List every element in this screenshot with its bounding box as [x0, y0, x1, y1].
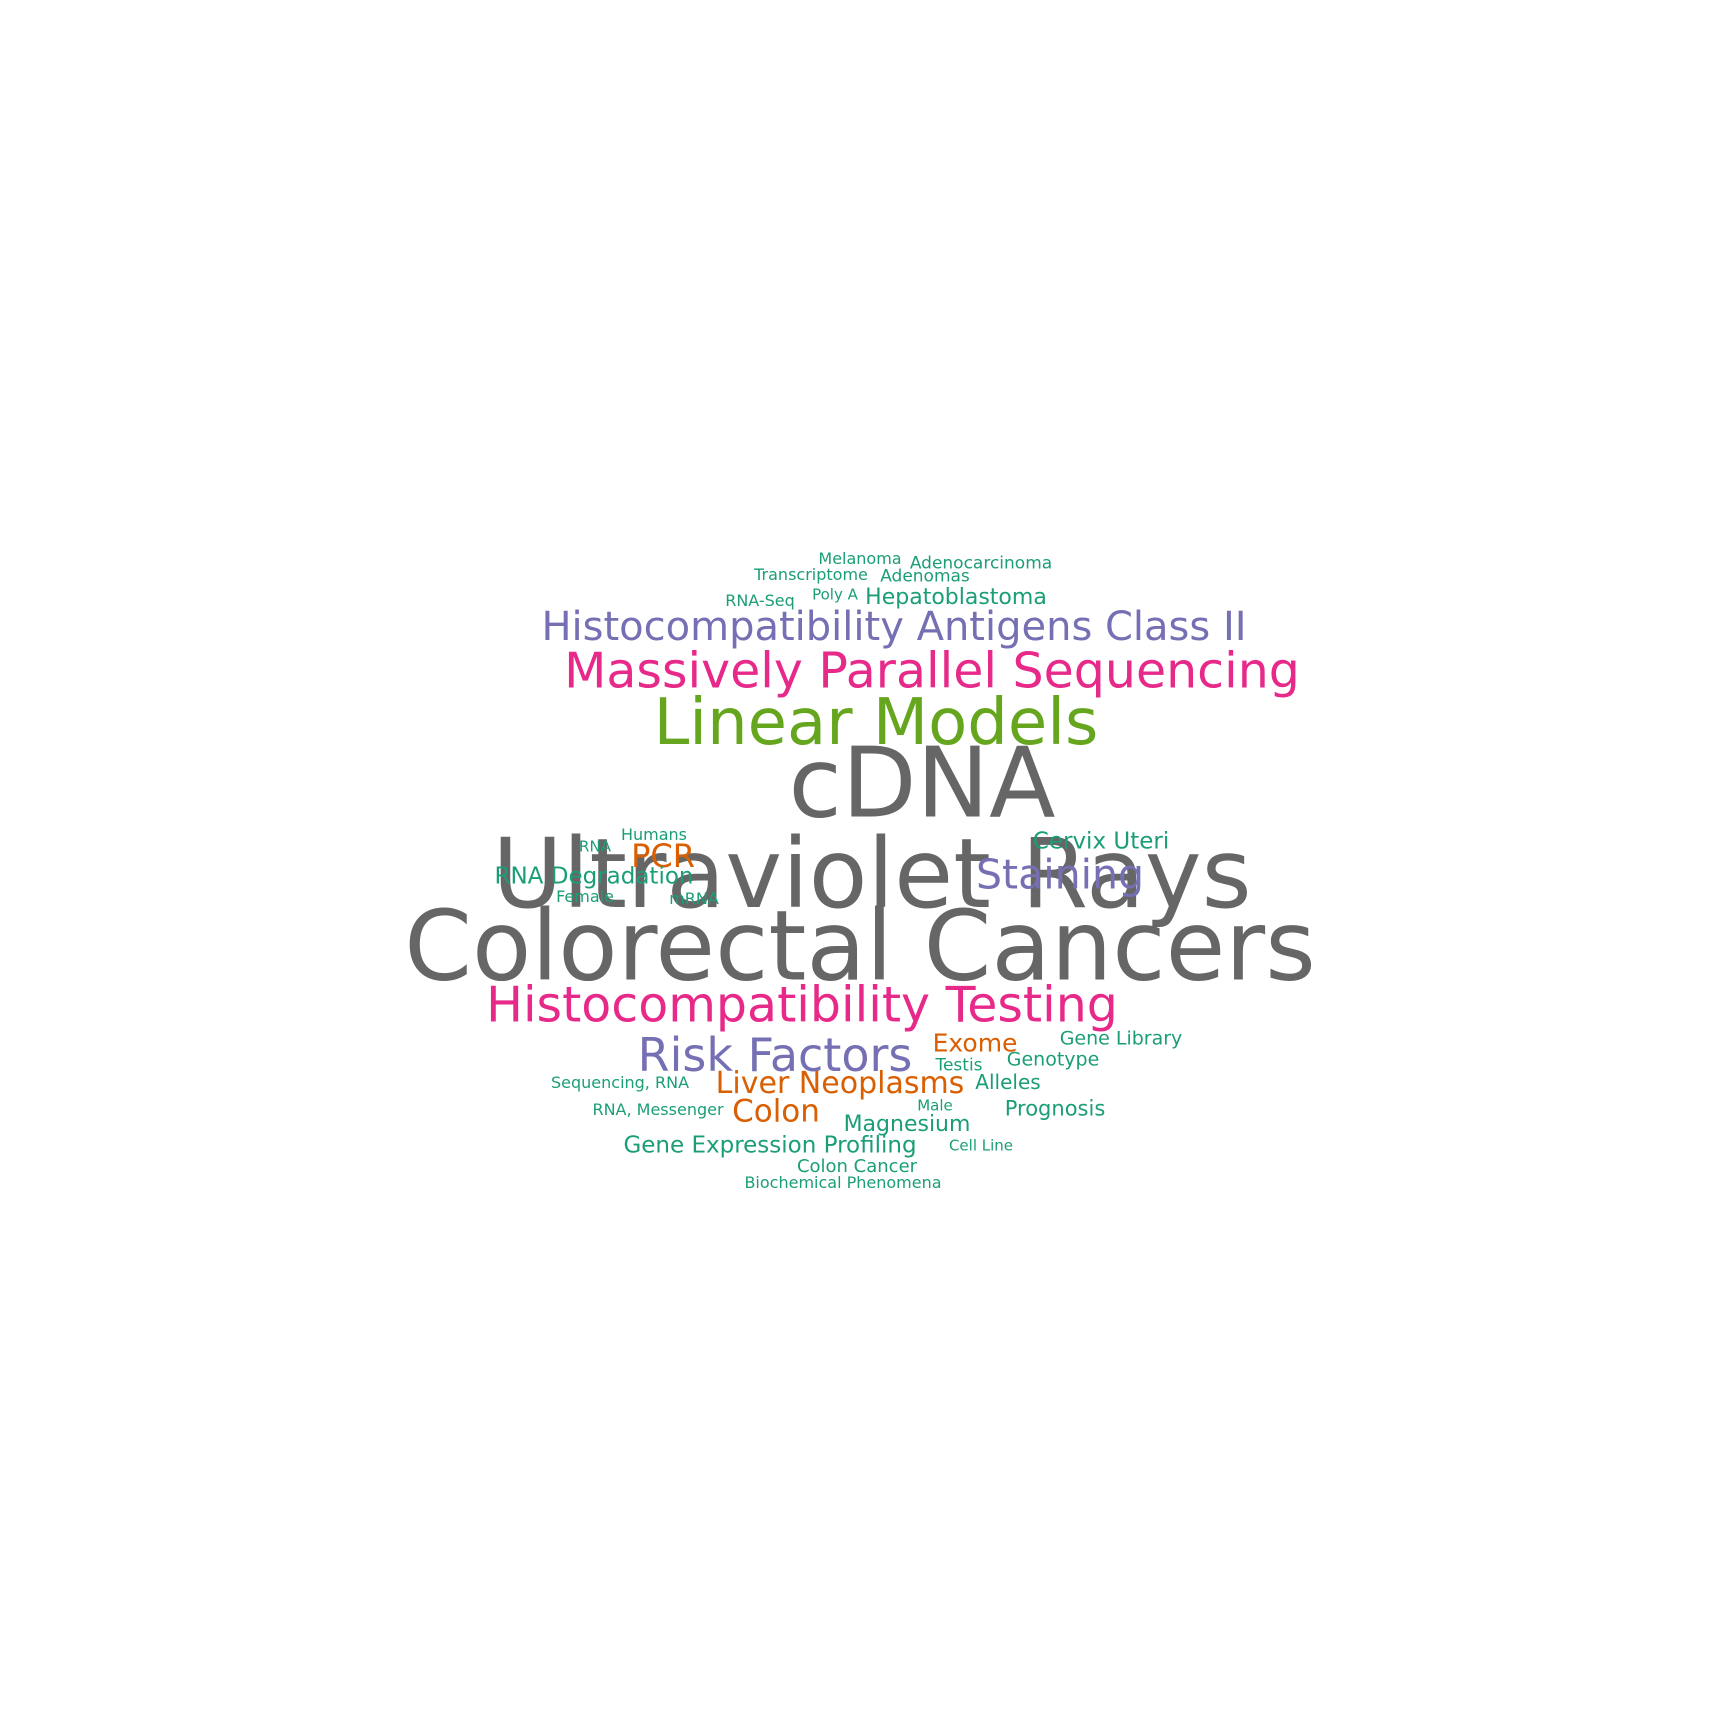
word-hepatoblastoma: Hepatoblastoma [865, 585, 1047, 610]
word-colon-cancer: Colon Cancer [796, 1156, 918, 1177]
word-prognosis: Prognosis [1004, 1096, 1106, 1121]
word-cell-line: Cell Line [948, 1136, 1014, 1155]
word-cdna: cDNA [788, 726, 1056, 840]
word-mrna: mRNA [669, 889, 719, 908]
word-rna-messenger: RNA, Messenger [592, 1100, 724, 1119]
word-sequencing-rna: Sequencing, RNA [550, 1073, 690, 1092]
word-adenocarcinoma: Adenocarcinoma [909, 553, 1053, 574]
word-histocompatibility-testing: Histocompatibility Testing [486, 976, 1118, 1034]
word-gene-expression-profiling: Gene Expression Profiling [623, 1132, 917, 1159]
word-pcr: PCR [631, 837, 695, 875]
word-rna-seq: RNA-Seq [725, 591, 795, 610]
word-liver-neoplasms: Liver Neoplasms [715, 1066, 965, 1101]
word-rna-degradation: RNA Degradation [494, 863, 694, 890]
word-magnesium: Magnesium [843, 1112, 971, 1137]
word-exome: Exome [932, 1028, 1018, 1058]
word-gene-library: Gene Library [1059, 1027, 1183, 1050]
word-poly-a: Poly A [812, 585, 858, 604]
word-male: Male [917, 1096, 953, 1115]
word-female: Female [556, 887, 614, 906]
word-risk-factors: Risk Factors [637, 1028, 913, 1082]
word-colorectal-cancers: Colorectal Cancers [404, 889, 1316, 1003]
word-testis: Testis [935, 1055, 983, 1076]
word-cervix-uteri: Cervix Uteri [1032, 828, 1170, 855]
word-adenomas: Adenomas [880, 566, 970, 587]
word-humans: Humans [620, 825, 688, 844]
word-biochemical-phenomena: Biochemical Phenomena [744, 1173, 942, 1192]
word-staining: Staining [975, 850, 1145, 899]
word-melanoma: Melanoma [818, 549, 902, 568]
word-ultraviolet-rays: Ultraviolet Rays [492, 818, 1252, 930]
word-histocompatibility-antigens-class-ii: Histocompatibility Antigens Class II [541, 604, 1247, 650]
word-rna: RNA [579, 837, 611, 856]
word-transcriptome: Transcriptome [754, 565, 868, 584]
word-massively-parallel-sequencing: Massively Parallel Sequencing [564, 642, 1300, 700]
word-genotype: Genotype [1006, 1048, 1100, 1071]
word-alleles: Alleles [975, 1070, 1041, 1094]
word-colon: Colon [732, 1093, 820, 1130]
word-linear-models: Linear Models [653, 686, 1099, 760]
